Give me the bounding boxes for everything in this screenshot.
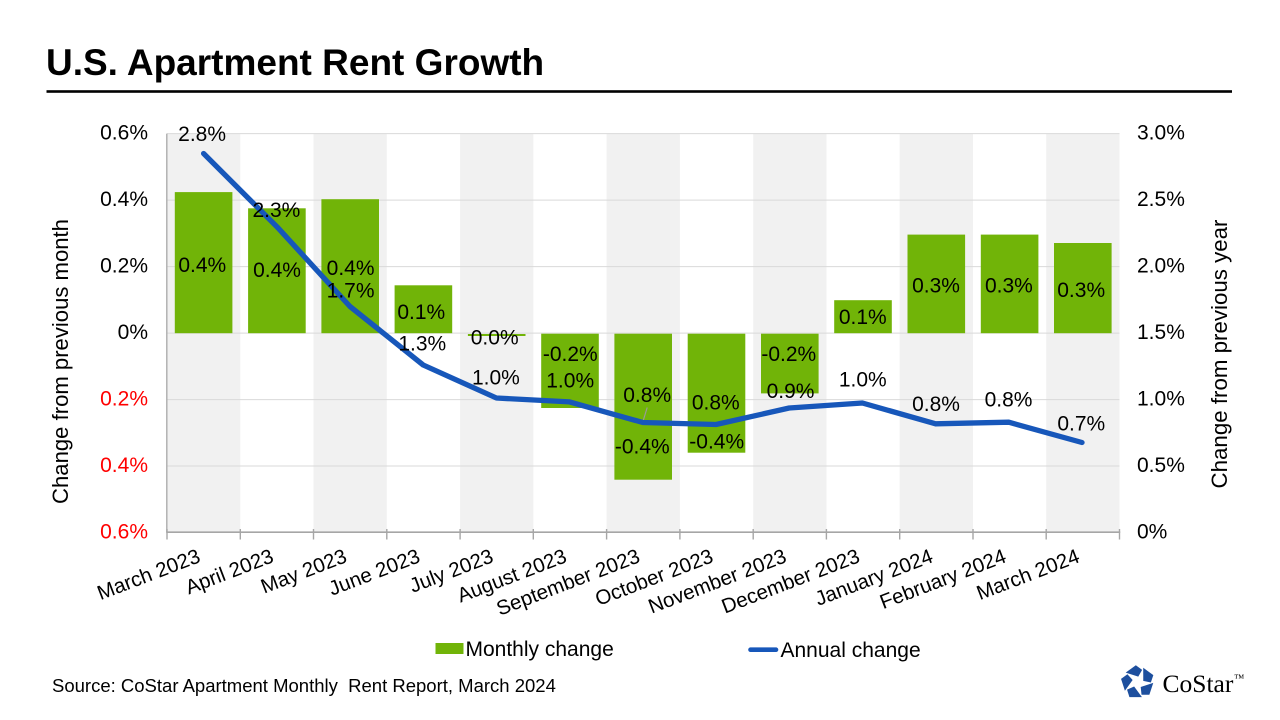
svg-text:1.0%: 1.0% <box>472 367 520 390</box>
svg-text:0.9%: 0.9% <box>767 380 815 403</box>
svg-text:0.4%: 0.4% <box>100 454 148 477</box>
svg-text:0.4%: 0.4% <box>253 259 301 282</box>
svg-text:1.0%: 1.0% <box>1137 388 1185 411</box>
svg-text:0.4%: 0.4% <box>327 257 375 280</box>
svg-text:-0.2%: -0.2% <box>543 343 598 366</box>
svg-text:0.4%: 0.4% <box>178 254 226 277</box>
svg-text:1.0%: 1.0% <box>839 368 887 391</box>
svg-text:0.6%: 0.6% <box>100 122 148 145</box>
svg-text:0.2%: 0.2% <box>100 388 148 411</box>
svg-text:0.8%: 0.8% <box>692 391 740 414</box>
svg-text:1.0%: 1.0% <box>546 370 594 393</box>
svg-text:0.8%: 0.8% <box>985 388 1033 411</box>
svg-text:0.3%: 0.3% <box>1057 279 1105 302</box>
svg-text:0%: 0% <box>1137 520 1167 543</box>
svg-text:0%: 0% <box>118 321 148 344</box>
svg-text:2.0%: 2.0% <box>1137 255 1185 278</box>
svg-text:0.6%: 0.6% <box>100 520 148 543</box>
svg-text:0.1%: 0.1% <box>397 301 445 324</box>
svg-text:3.0%: 3.0% <box>1137 122 1185 145</box>
svg-text:0.8%: 0.8% <box>623 384 671 407</box>
svg-text:Change from previous month: Change from previous month <box>48 219 73 504</box>
svg-text:Source: CoStar Apartment Month: Source: CoStar Apartment Monthly Rent Re… <box>52 675 556 696</box>
svg-text:0.3%: 0.3% <box>985 274 1033 297</box>
svg-text:-0.4%: -0.4% <box>615 435 670 458</box>
svg-text:-0.4%: -0.4% <box>689 430 744 453</box>
svg-text:0.7%: 0.7% <box>1057 412 1105 435</box>
svg-text:2.8%: 2.8% <box>178 123 226 146</box>
svg-text:0.0%: 0.0% <box>471 326 519 349</box>
svg-text:2.3%: 2.3% <box>252 199 300 222</box>
svg-text:0.4%: 0.4% <box>100 188 148 211</box>
svg-text:0.8%: 0.8% <box>912 393 960 416</box>
svg-text:™: ™ <box>1234 674 1244 685</box>
svg-text:CoStar: CoStar <box>1163 669 1234 698</box>
svg-text:Monthly change: Monthly change <box>466 638 614 661</box>
svg-text:1.7%: 1.7% <box>327 279 375 302</box>
svg-text:0.1%: 0.1% <box>839 306 887 329</box>
svg-text:2.5%: 2.5% <box>1137 188 1185 211</box>
svg-text:1.5%: 1.5% <box>1137 321 1185 344</box>
svg-text:-0.2%: -0.2% <box>761 343 816 366</box>
svg-text:0.3%: 0.3% <box>912 274 960 297</box>
svg-text:Annual change: Annual change <box>781 639 921 662</box>
svg-text:1.3%: 1.3% <box>398 332 446 355</box>
svg-text:0.5%: 0.5% <box>1137 454 1185 477</box>
svg-text:Change from previous year: Change from previous year <box>1207 219 1232 489</box>
svg-text:U.S. Apartment Rent Growth: U.S. Apartment Rent Growth <box>46 42 544 83</box>
svg-text:0.2%: 0.2% <box>100 255 148 278</box>
